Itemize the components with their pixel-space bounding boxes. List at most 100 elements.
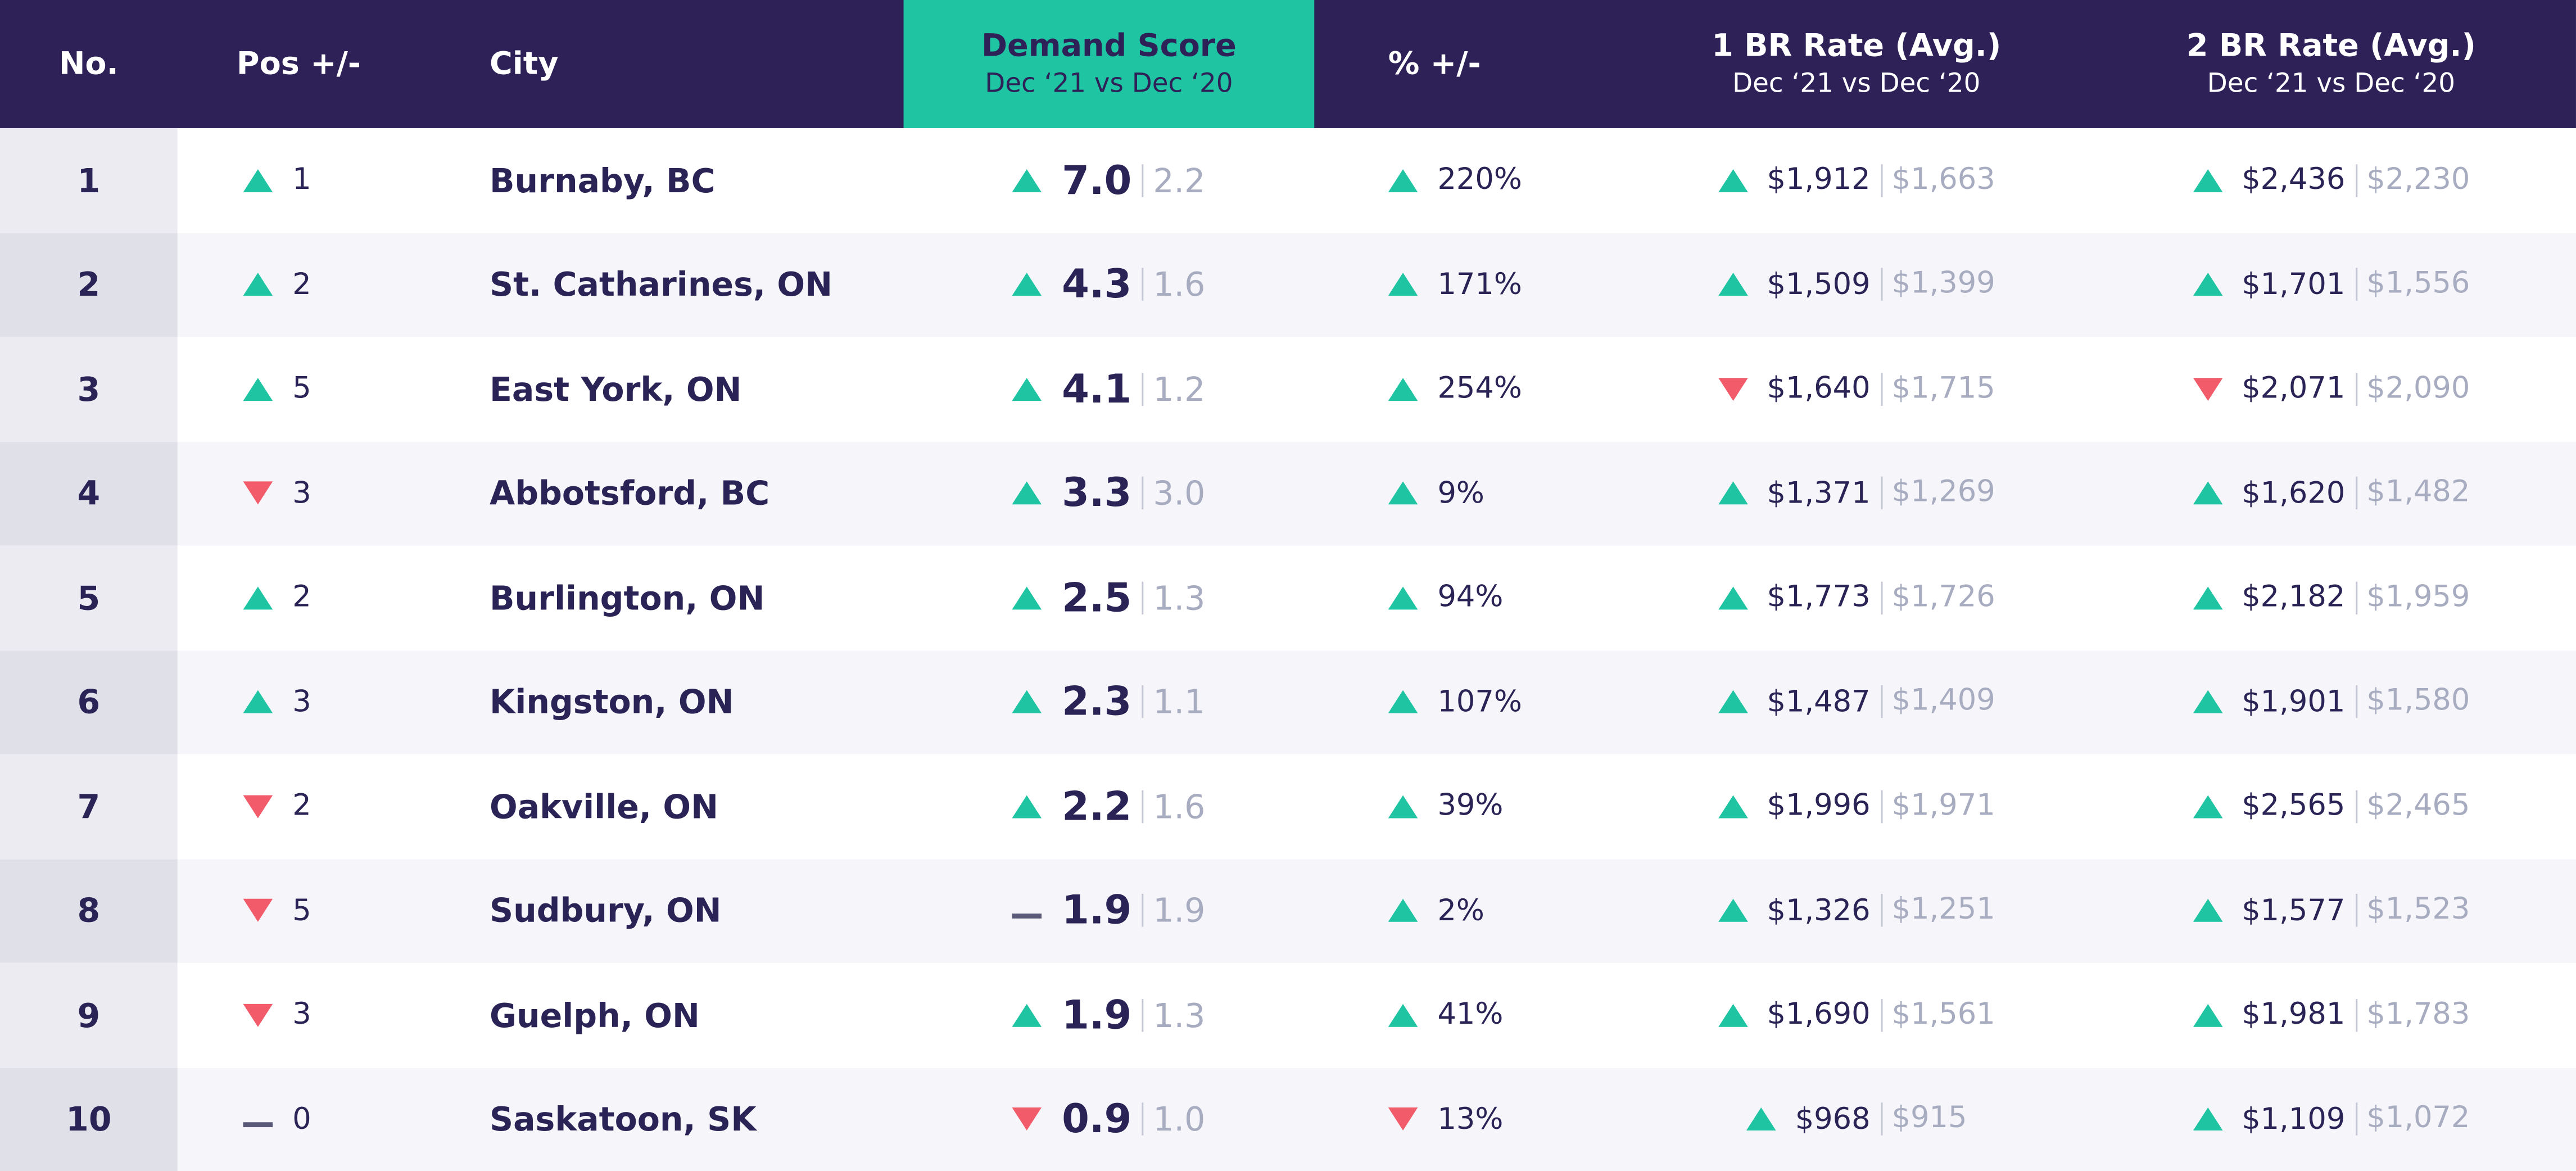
previous: $915 [1880,1102,1967,1136]
previous: $1,971 [1880,789,1995,823]
br1-rate: $1,690 $1,561 [1627,963,2086,1068]
position-change: 2 [178,233,490,337]
value: 2% [1437,893,1484,928]
header-title: Demand Score [981,28,1237,65]
current: $1,690 [1767,997,1871,1033]
header-sub: Dec ‘21 vs Dec ‘20 [985,67,1233,99]
rank: 1 [0,128,178,233]
trend-icon [1717,482,1747,505]
trend-icon [1012,1107,1043,1131]
trend-icon [1717,586,1747,609]
position-change: 0 [178,1067,490,1171]
previous: 1.3 [1141,581,1205,614]
table-row: 8 5 Sudbury, ON 1.9 1.9 2% $1,326 $1,251 $1,577 $… [0,858,2576,963]
value: 107% [1437,685,1522,720]
previous: 1.1 [1141,685,1205,718]
demand-score: 2.2 1.6 [904,754,1315,859]
value: 41% [1437,997,1504,1033]
trend-icon [243,586,273,609]
rank: 10 [0,1067,178,1171]
br1-rate: $1,487 $1,409 [1627,650,2086,754]
br1-rate: $1,996 $1,971 [1627,754,2086,859]
demand-score: 4.3 1.6 [904,233,1315,337]
trend-icon [1717,899,1747,923]
table-row: 1 1 Burnaby, BC 7.0 2.2 220% $1,912 $1,663 $2,43… [0,128,2576,233]
current: $1,901 [2242,685,2346,720]
table-row: 3 5 East York, ON 4.1 1.2 254% $1,640 $1,715 $2,… [0,337,2576,441]
trend-icon [1388,586,1418,609]
demand-score: 1.9 1.3 [904,963,1315,1068]
rank: 9 [0,962,178,1068]
previous: $1,561 [1880,998,1995,1032]
current: 2.5 [1062,575,1132,621]
percent-change: 13% [1314,1067,1626,1171]
current: $1,701 [2242,267,2346,302]
demand-score: 2.3 1.1 [904,650,1315,754]
trend-icon [1012,586,1043,609]
previous: $1,959 [2355,580,2470,614]
header-br1: 1 BR Rate (Avg.) Dec ‘21 vs Dec ‘20 [1627,0,2086,128]
previous: $1,523 [2355,893,2470,928]
trend-icon [1717,273,1747,296]
previous: $1,580 [2355,685,2470,718]
br2-rate: $2,182 $1,959 [2086,545,2576,650]
trend-icon [243,1122,273,1127]
previous: 1.0 [1141,1102,1205,1136]
percent-change: 107% [1314,650,1626,754]
trend-icon [1388,794,1418,818]
trend-icon [1746,1107,1776,1131]
percent-change: 41% [1314,963,1626,1068]
current: $1,912 [1767,163,1871,198]
trend-icon [243,273,273,296]
current: 2.2 [1062,783,1132,830]
value: 254% [1437,372,1522,406]
header-row: No. Pos +/- City Demand Score Dec ‘21 vs … [0,0,2576,128]
trend-icon [1012,273,1043,296]
current: $2,071 [2242,372,2346,406]
trend-icon [1388,169,1418,192]
rank: 2 [0,232,178,337]
previous: $1,783 [2355,998,2470,1032]
trend-icon [1717,169,1747,192]
city: Oakville, ON [489,786,719,826]
demand-score: 4.1 1.2 [904,337,1315,441]
value: 3 [292,997,311,1033]
percent-change: 220% [1314,128,1626,233]
value: 171% [1437,267,1522,302]
demand-score: 2.5 1.3 [904,545,1315,650]
trend-icon [1388,899,1418,923]
position-change: 5 [178,337,490,441]
previous: 3.0 [1141,477,1205,510]
header-sub: Dec ‘21 vs Dec ‘20 [1732,67,1981,99]
trend-icon [1012,913,1043,919]
header-title: 1 BR Rate (Avg.) [1712,28,2002,65]
table-row: 6 3 Kingston, ON 2.3 1.1 107% $1,487 $1,409 $1,9… [0,649,2576,754]
trend-icon [243,482,273,505]
table-row: 5 2 Burlington, ON 2.5 1.3 94% $1,773 $1,726 $2,… [0,545,2576,650]
position-change: 3 [178,441,490,546]
city: St. Catharines, ON [489,265,833,305]
rank: 4 [0,441,178,546]
value: 94% [1437,580,1504,615]
trend-icon [1012,1003,1043,1027]
current: 2.3 [1062,679,1132,725]
trend-icon [1388,482,1418,505]
current: $1,109 [2242,1102,2346,1137]
value: 5 [292,893,311,928]
trend-icon [2192,1107,2222,1131]
previous: 1.2 [1141,373,1205,406]
city: Sudbury, ON [489,890,722,931]
current: $1,371 [1767,476,1871,511]
trend-icon [1717,1003,1747,1027]
trend-icon [2192,690,2222,714]
percent-change: 9% [1314,441,1626,546]
trend-icon [1388,273,1418,296]
table-row: 2 2 St. Catharines, ON 4.3 1.6 171% $1,509 $1,3… [0,232,2576,337]
br2-rate: $2,436 $2,230 [2086,128,2576,233]
city: Saskatoon, SK [489,1100,757,1140]
value: 0 [292,1102,311,1137]
br2-rate: $1,577 $1,523 [2086,858,2576,963]
position-change: 2 [178,545,490,650]
trend-icon [243,377,273,401]
